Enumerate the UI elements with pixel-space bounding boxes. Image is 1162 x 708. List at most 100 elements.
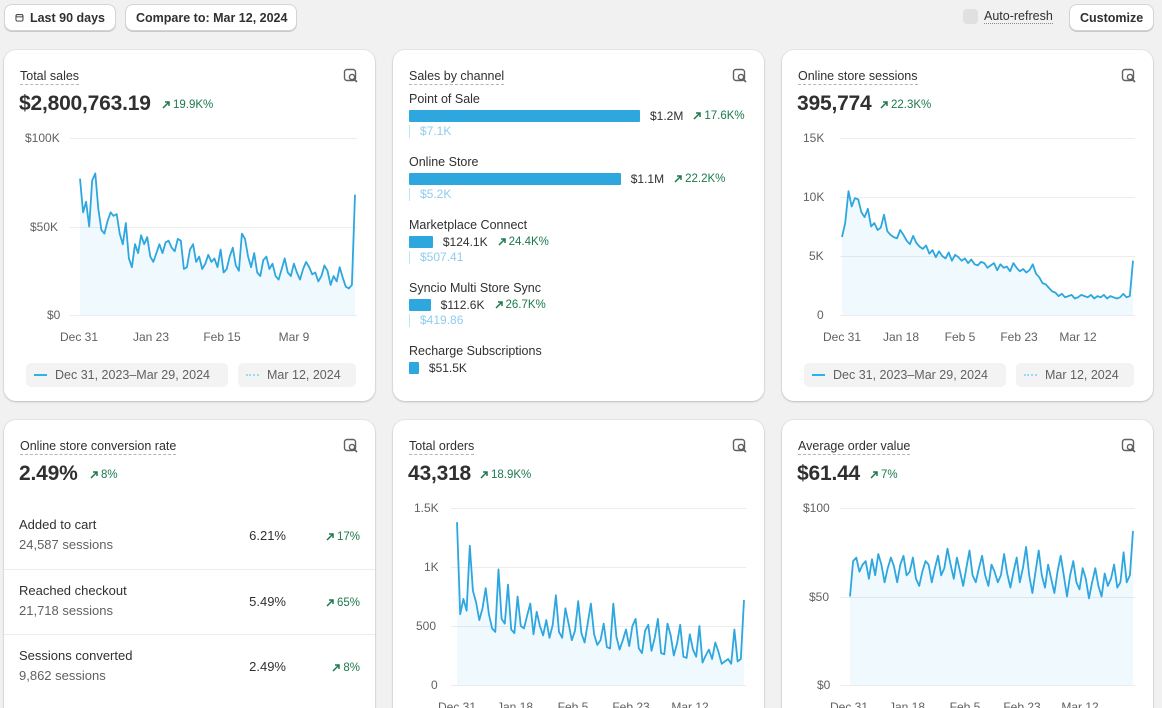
x-tick-label: Feb 23 — [1000, 330, 1038, 344]
x-tick-label: Mar 9 — [278, 330, 310, 344]
total-orders-chart[interactable] — [393, 420, 764, 708]
total-sales-card[interactable]: Total sales $2,800,763.19 19.9K% $100K $… — [4, 50, 375, 401]
toolbar: Last 90 days Compare to: Mar 12, 2024 Au… — [0, 0, 1162, 36]
x-tick-label: Mar 12 — [1061, 700, 1099, 708]
gridline — [451, 508, 746, 509]
auto-refresh-toggle[interactable]: Auto-refresh — [963, 9, 1053, 24]
channel-item[interactable]: Syncio Multi Store Sync $112.6K 26.7K% $419… — [409, 281, 546, 327]
conversion-card[interactable]: Online store conversion rate 2.49% 8% Ad… — [4, 420, 375, 708]
gridline — [451, 685, 746, 686]
x-tick-label: Feb 5 — [949, 700, 981, 708]
channel-bar[interactable] — [409, 298, 431, 311]
gridline — [840, 685, 1135, 686]
card-title[interactable]: Sales by channel — [409, 69, 505, 85]
date-range-button[interactable]: Last 90 days — [4, 4, 116, 31]
customize-button[interactable]: Customize — [1069, 4, 1154, 31]
legend-current[interactable]: Dec 31, 2023–Mar 29, 2024 — [804, 363, 1006, 387]
channel-previous-value: $5.2K — [409, 188, 451, 201]
explore-report-icon[interactable] — [732, 438, 748, 454]
average-order-value-card[interactable]: Average order value $61.44 7% $100 $50 $… — [782, 420, 1153, 708]
series-line[interactable] — [79, 172, 356, 290]
average-order-value-chart[interactable] — [782, 420, 1153, 708]
x-tick-label: Dec 31 — [59, 330, 99, 344]
channel-bar-row: $51.5K — [409, 361, 467, 375]
gridline — [70, 315, 357, 316]
channel-bar[interactable] — [409, 235, 433, 248]
card-title[interactable]: Total orders — [409, 439, 475, 455]
card-title[interactable]: Online store conversion rate — [20, 439, 177, 455]
explore-report-icon[interactable] — [732, 68, 748, 84]
channel-name: Syncio Multi Store Sync — [409, 281, 541, 295]
total-orders-card[interactable]: Total orders 43,318 18.9K% 1.5K 1K 500 0… — [393, 420, 764, 708]
legend-solid-swatch — [34, 374, 47, 376]
y-tick-label: 15K — [803, 131, 825, 145]
legend-current[interactable]: Dec 31, 2023–Mar 29, 2024 — [26, 363, 228, 387]
card-title[interactable]: Average order value — [798, 439, 911, 455]
step-sessions: 21,718 sessions — [19, 603, 113, 618]
auto-refresh-checkbox[interactable] — [963, 9, 978, 24]
explore-report-icon[interactable] — [343, 68, 359, 84]
step-rate: 2.49% — [249, 659, 286, 674]
gridline — [70, 138, 357, 139]
y-tick-label: $0 — [47, 308, 61, 322]
gridline — [451, 567, 746, 568]
legend-solid-swatch — [812, 374, 825, 376]
conversion-row: Sessions converted 9,862 sessions 2.49% … — [4, 634, 375, 699]
explore-report-icon[interactable] — [343, 438, 359, 454]
channel-previous-value: $419.86 — [409, 314, 463, 327]
x-tick-label: Feb 23 — [1003, 700, 1041, 708]
explore-report-icon[interactable] — [1121, 438, 1137, 454]
arrow-up-right-icon — [498, 237, 506, 246]
y-tick-label: 0 — [431, 678, 438, 692]
legend-previous[interactable]: Mar 12, 2024 — [238, 363, 356, 387]
gridline — [840, 197, 1135, 198]
legend-dotted-swatch — [1024, 374, 1037, 376]
channel-previous-value: $507.41 — [409, 251, 463, 264]
channel-bar[interactable] — [409, 172, 621, 185]
series-line[interactable] — [456, 522, 745, 665]
arrow-up-right-icon — [332, 664, 341, 672]
x-tick-label: Feb 5 — [557, 700, 589, 708]
sessions-card[interactable]: Online store sessions 395,774 22.3K% 15K… — [782, 50, 1153, 401]
channel-delta: 17.6K% — [693, 110, 745, 122]
conversion-row: Added to cart 24,587 sessions 6.21% 17% — [4, 504, 375, 569]
channel-item[interactable]: Point of Sale $1.2M 17.6K% $7.1K — [409, 92, 745, 138]
explore-report-icon[interactable] — [1121, 68, 1137, 84]
channel-bar-row: $112.6K 26.7K% — [409, 298, 546, 312]
step-name: Sessions converted — [19, 648, 133, 663]
legend-previous[interactable]: Mar 12, 2024 — [1016, 363, 1134, 387]
channel-item[interactable]: Marketplace Connect $124.1K 24.4K% $507.41 — [409, 218, 549, 264]
card-title[interactable]: Online store sessions — [798, 69, 918, 85]
arrow-up-right-icon — [880, 101, 888, 109]
channel-value: $124.1K — [442, 234, 488, 249]
x-tick-label: Jan 18 — [888, 700, 926, 708]
channel-item[interactable]: Online Store $1.1M 22.2K% $5.2K — [409, 155, 725, 201]
y-tick-label: $50 — [809, 590, 830, 604]
series-area — [80, 173, 355, 315]
metric-delta: 7% — [870, 469, 898, 481]
channel-value: $1.2M — [650, 108, 684, 123]
gridline — [840, 138, 1135, 139]
channel-bar-row: $1.2M 17.6K% — [409, 108, 745, 123]
compare-button[interactable]: Compare to: Mar 12, 2024 — [125, 4, 297, 31]
total-sales-chart[interactable] — [4, 50, 375, 401]
gridline — [840, 315, 1135, 316]
card-title[interactable]: Total sales — [20, 69, 80, 85]
calendar-icon — [15, 14, 24, 22]
x-tick-label: Jan 18 — [496, 700, 534, 708]
channel-bar[interactable] — [409, 109, 640, 122]
x-tick-label: Mar 12 — [671, 700, 709, 708]
y-tick-label: 500 — [416, 619, 437, 633]
metric-delta: 19.9K% — [162, 99, 213, 111]
sessions-chart[interactable] — [782, 50, 1153, 401]
auto-refresh-label: Auto-refresh — [984, 9, 1053, 24]
sales-by-channel-card[interactable]: Sales by channel Point of Sale $1.2M 17.6K… — [393, 50, 764, 401]
series-line[interactable] — [841, 190, 1134, 300]
y-tick-label: $50K — [30, 220, 59, 234]
channel-bar[interactable] — [409, 361, 419, 374]
arrow-up-right-icon — [674, 174, 682, 183]
channel-previous-value: $7.1K — [409, 125, 451, 138]
y-tick-label: 1.5K — [414, 501, 439, 515]
series-line[interactable] — [849, 530, 1134, 600]
channel-item[interactable]: Recharge Subscriptions $51.5K — [409, 344, 542, 375]
